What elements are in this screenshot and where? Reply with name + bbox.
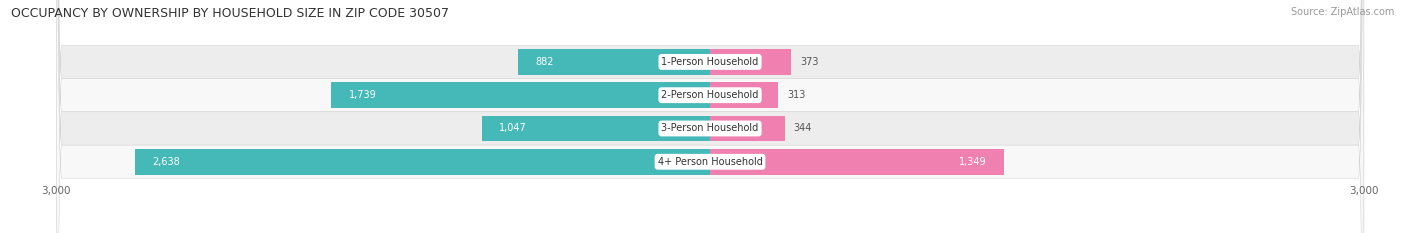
- Text: 3-Person Household: 3-Person Household: [661, 123, 759, 134]
- Bar: [330, 82, 710, 108]
- Text: Source: ZipAtlas.com: Source: ZipAtlas.com: [1291, 7, 1395, 17]
- Bar: [710, 49, 792, 75]
- Text: 4+ Person Household: 4+ Person Household: [658, 157, 762, 167]
- Text: 1,349: 1,349: [959, 157, 987, 167]
- Text: 1-Person Household: 1-Person Household: [661, 57, 759, 67]
- Text: 2,638: 2,638: [153, 157, 180, 167]
- Bar: [710, 82, 779, 108]
- FancyBboxPatch shape: [56, 0, 1364, 233]
- Text: 1,739: 1,739: [349, 90, 377, 100]
- Text: 2-Person Household: 2-Person Household: [661, 90, 759, 100]
- Bar: [135, 149, 710, 175]
- Bar: [710, 116, 785, 141]
- Text: 373: 373: [800, 57, 818, 67]
- Bar: [482, 116, 710, 141]
- Text: 313: 313: [787, 90, 806, 100]
- FancyBboxPatch shape: [56, 0, 1364, 233]
- Bar: [710, 149, 1004, 175]
- Text: 344: 344: [794, 123, 813, 134]
- FancyBboxPatch shape: [56, 0, 1364, 233]
- Bar: [517, 49, 710, 75]
- Text: 1,047: 1,047: [499, 123, 527, 134]
- Text: 882: 882: [536, 57, 554, 67]
- FancyBboxPatch shape: [56, 0, 1364, 233]
- Text: OCCUPANCY BY OWNERSHIP BY HOUSEHOLD SIZE IN ZIP CODE 30507: OCCUPANCY BY OWNERSHIP BY HOUSEHOLD SIZE…: [11, 7, 450, 20]
